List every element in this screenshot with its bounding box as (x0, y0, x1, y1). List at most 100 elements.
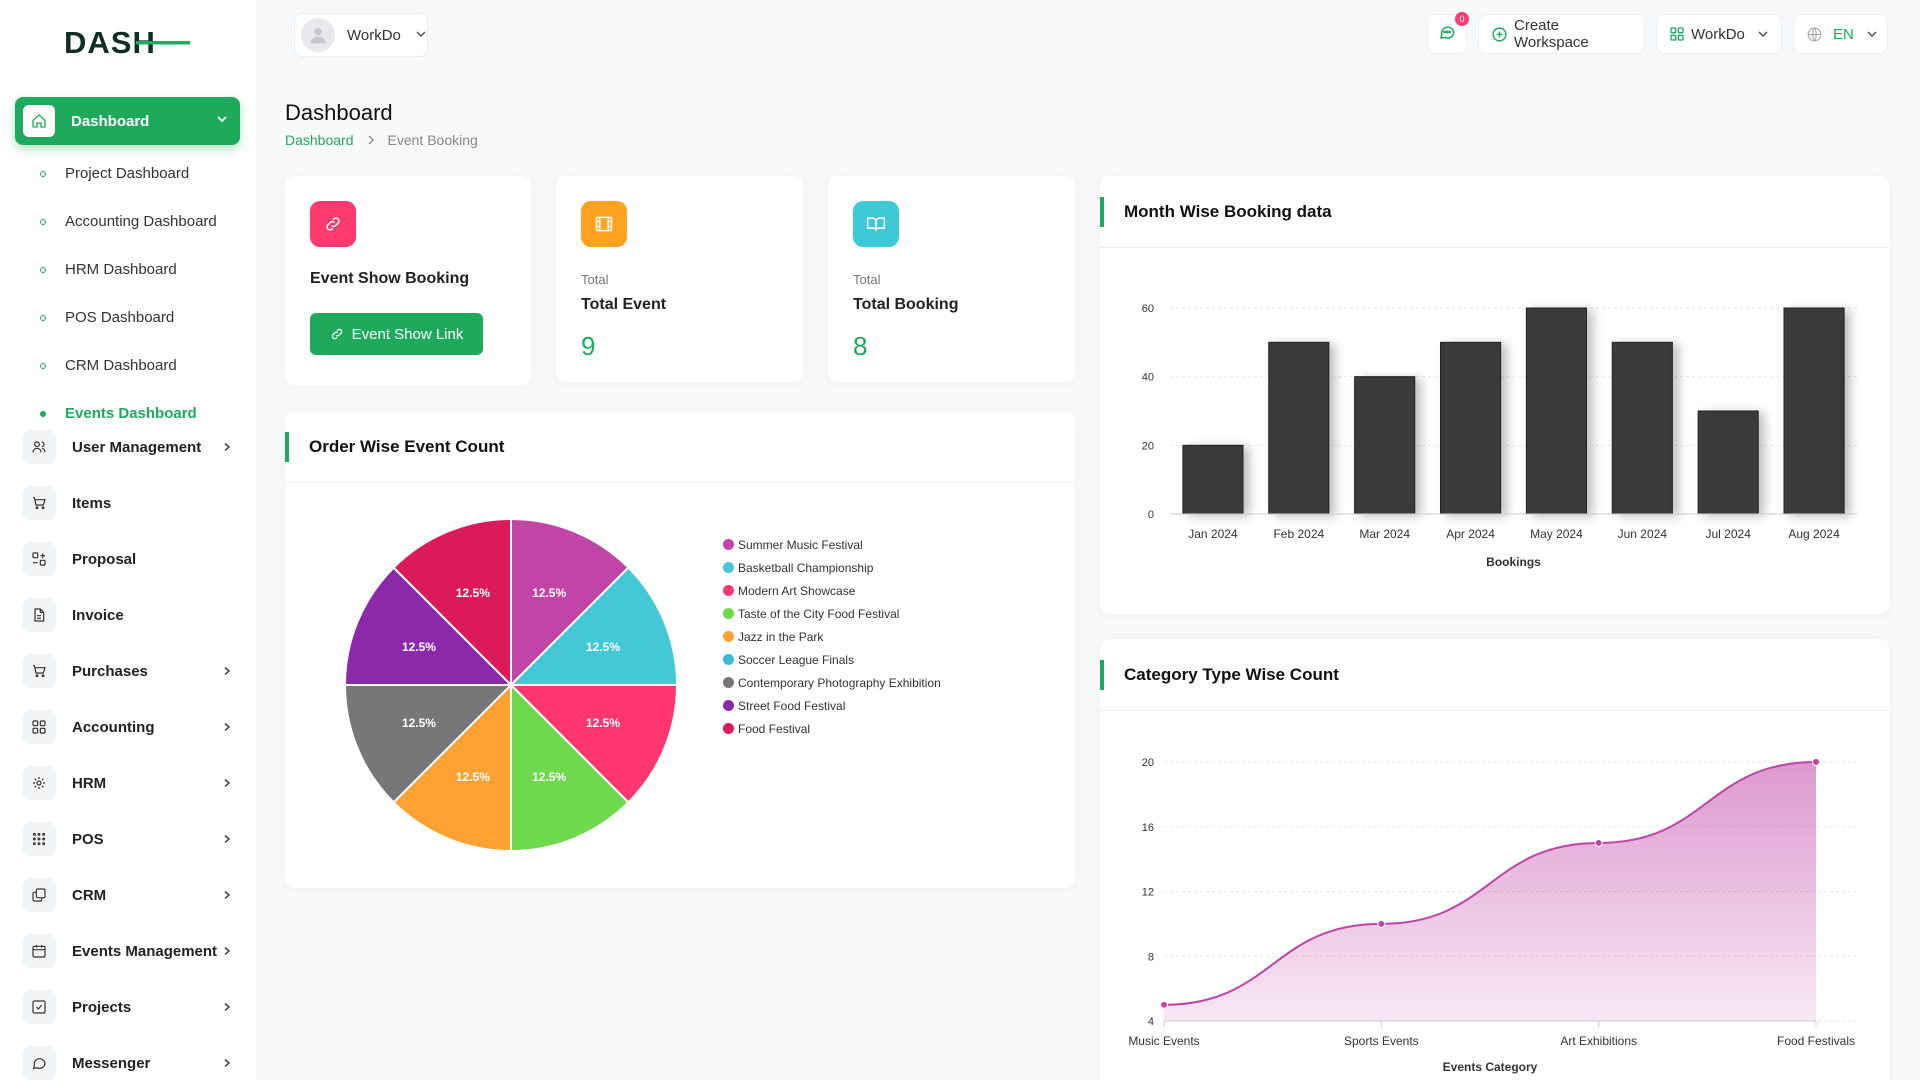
event-show-link-button[interactable]: Event Show Link (310, 313, 483, 355)
sidebar-item-label: HRM (72, 774, 107, 792)
card-small-label: Total (581, 272, 609, 287)
x-axis-title: Events Category (1443, 1060, 1538, 1074)
breadcrumb-current: Event Booking (387, 132, 478, 148)
legend-label: Contemporary Photography Exhibition (738, 675, 941, 690)
sidebar-subitem[interactable]: Events Dashboard (40, 405, 197, 422)
sidebar-item-messenger[interactable]: Messenger (22, 1045, 232, 1080)
workspace-selector[interactable]: WorkDo (294, 13, 428, 57)
pie-slice[interactable] (510, 682, 630, 853)
legend-item[interactable]: Taste of the City Food Festival (723, 602, 941, 625)
x-tick-label: Mar 2024 (1359, 527, 1410, 541)
y-tick-label: 40 (1142, 372, 1154, 384)
breadcrumb-link-dashboard[interactable]: Dashboard (285, 132, 354, 148)
create-workspace-button[interactable]: Create Workspace (1478, 14, 1645, 54)
chevron-right-icon (222, 831, 232, 847)
dash-logo[interactable]: DASH (64, 26, 190, 58)
legend-item[interactable]: Soccer League Finals (723, 648, 941, 671)
workspace-menu-button[interactable]: WorkDo (1656, 14, 1782, 54)
sidebar-subitem[interactable]: CRM Dashboard (40, 357, 177, 374)
bar[interactable] (1354, 376, 1416, 515)
bar[interactable] (1783, 307, 1845, 515)
chevron-down-icon (415, 27, 427, 44)
sidebar-subitem[interactable]: Accounting Dashboard (40, 213, 217, 230)
card-title: Event Show Booking (310, 270, 470, 287)
bar[interactable] (1525, 307, 1587, 515)
pie-slice[interactable] (343, 566, 514, 686)
legend-item[interactable]: Street Food Festival (723, 694, 941, 717)
legend-label: Street Food Festival (738, 698, 846, 713)
workspace-selector-label: WorkDo (347, 26, 401, 44)
sidebar-item-items[interactable]: Items (22, 485, 232, 521)
data-point[interactable] (1594, 838, 1603, 847)
sidebar-item-proposal[interactable]: Proposal (22, 541, 232, 577)
legend-swatch (723, 631, 734, 642)
pie-slice[interactable] (508, 566, 679, 686)
bullet-icon (40, 266, 46, 273)
bar[interactable] (1440, 341, 1502, 515)
y-tick-label: 12 (1142, 887, 1154, 899)
pie-slice-label: 12.5% (402, 640, 436, 654)
sidebar-item-user-management[interactable]: User Management (22, 429, 232, 465)
pie-slice[interactable] (510, 517, 630, 688)
legend-item[interactable]: Contemporary Photography Exhibition (723, 671, 941, 694)
language-label: EN (1833, 25, 1854, 43)
sidebar-item-pos[interactable]: POS (22, 821, 232, 857)
chevron-down-icon (1757, 28, 1769, 40)
y-tick-label: 16 (1142, 822, 1154, 834)
data-point[interactable] (1812, 758, 1820, 766)
language-selector[interactable]: EN (1793, 14, 1888, 54)
page-title: Dashboard (285, 100, 393, 125)
sidebar-item-projects[interactable]: Projects (22, 989, 232, 1025)
data-point[interactable] (1377, 919, 1386, 928)
data-point[interactable] (1160, 1000, 1168, 1009)
legend-label: Food Festival (738, 721, 811, 736)
sidebar-subitem[interactable]: Project Dashboard (40, 165, 189, 182)
sidebar-item-crm[interactable]: CRM (22, 877, 232, 913)
card-title: Month Wise Booking data (1124, 201, 1332, 221)
sidebar-subitem[interactable]: POS Dashboard (40, 309, 174, 326)
x-tick-label: Food Festivals (1777, 1034, 1855, 1048)
pie-slice-label: 12.5% (532, 586, 566, 600)
bar[interactable] (1611, 341, 1673, 515)
bar[interactable] (1697, 410, 1759, 515)
x-tick-label: Apr 2024 (1446, 527, 1495, 541)
pie-slice[interactable] (392, 517, 512, 688)
proposal-icon (22, 542, 56, 576)
file-icon (22, 598, 56, 632)
bar[interactable] (1182, 444, 1244, 515)
chevron-right-icon (222, 439, 232, 455)
legend-item[interactable]: Modern Art Showcase (723, 579, 941, 602)
globe-icon (1806, 26, 1823, 43)
sidebar-item-hrm[interactable]: HRM (22, 765, 232, 801)
messages-button[interactable]: 0 (1427, 12, 1469, 54)
sidebar-item-label: Accounting (72, 718, 155, 736)
avatar (301, 18, 335, 52)
sidebar-item-invoice[interactable]: Invoice (22, 597, 232, 633)
legend-item[interactable]: Food Festival (723, 717, 941, 740)
card-small-label: Total (853, 272, 881, 287)
chat-icon (1438, 23, 1456, 45)
legend-item[interactable]: Jazz in the Park (723, 625, 941, 648)
card-header-accent (1100, 196, 1104, 227)
sidebar-item-accounting[interactable]: Accounting (22, 709, 232, 745)
crm-icon (22, 878, 56, 912)
sidebar-item-purchases[interactable]: Purchases (22, 653, 232, 689)
sidebar-subitem[interactable]: HRM Dashboard (40, 261, 177, 278)
sidebar-subitem-label: POS Dashboard (65, 309, 175, 326)
card-header: Category Type Wise Count (1100, 639, 1890, 711)
workspace-menu-label: WorkDo (1691, 25, 1745, 43)
chevron-right-icon (222, 719, 232, 735)
sidebar-item-events-management[interactable]: Events Management (22, 933, 232, 969)
card-title: Category Type Wise Count (1124, 664, 1339, 684)
total-booking-card: Total Total Booking 8 (828, 176, 1075, 382)
legend-item[interactable]: Summer Music Festival (723, 533, 941, 556)
x-tick-label: Jun 2024 (1618, 527, 1668, 541)
pie-slice[interactable] (508, 684, 679, 804)
legend-item[interactable]: Basketball Championship (723, 556, 941, 579)
sidebar-item-dashboard[interactable]: Dashboard (15, 97, 240, 145)
bar[interactable] (1268, 341, 1330, 515)
pie-slice[interactable] (392, 682, 512, 853)
x-tick-label: May 2024 (1530, 527, 1583, 541)
pie-slice[interactable] (343, 684, 514, 804)
legend-swatch (723, 700, 734, 711)
